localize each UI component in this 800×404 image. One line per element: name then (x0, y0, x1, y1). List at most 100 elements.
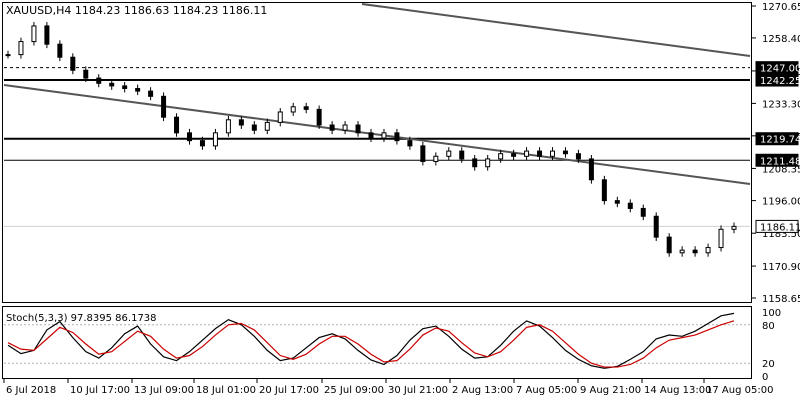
candle-body (614, 200, 620, 204)
candle-body (666, 236, 672, 254)
price-level-badge (755, 153, 799, 167)
stochastic-panel: 0 20 80 100 (4, 308, 781, 383)
candle-body (433, 155, 439, 163)
candle-body (148, 90, 154, 97)
candle-body (394, 132, 400, 142)
candle-body (329, 124, 335, 131)
candle-body (83, 69, 89, 79)
candle-body (212, 132, 218, 147)
price-level-label: 1186.11 (760, 222, 800, 233)
candle-body (342, 124, 348, 131)
candle-body (18, 41, 24, 56)
candle-body (511, 153, 517, 157)
stoch-tick-label: 100 (762, 308, 781, 319)
upper-trendline (361, 3, 751, 57)
candle-body (524, 150, 530, 157)
price-tick-label: 1158.65 (762, 294, 800, 305)
time-tick-label: 9 Aug 21:00 (580, 385, 641, 396)
candle-body (640, 207, 646, 217)
candle-body (537, 150, 543, 157)
price-level-label: 1219.74 (760, 135, 800, 146)
time-tick-label: 14 Aug 13:00 (644, 385, 711, 396)
candle-body (96, 77, 102, 84)
candle-body (316, 108, 322, 126)
candles (5, 22, 737, 257)
time-axis: 6 Jul 2018 10 Jul 17:00 13 Jul 09:00 18 Jul… (3, 378, 773, 396)
time-tick-label: 10 Jul 17:00 (70, 385, 130, 396)
candle-body (161, 95, 167, 118)
trendlines (3, 3, 751, 185)
candle-body (446, 150, 452, 157)
candle-body (588, 158, 594, 181)
price-tick-label: 1183.50 (762, 229, 800, 240)
time-tick-label: 25 Jul 09:00 (324, 385, 384, 396)
stochastic-title: Stoch(5,3,3) 97.8395 86.1738 (6, 313, 157, 324)
price-tick-label: 1196.00 (762, 197, 800, 208)
time-tick-label: 18 Jul 01:00 (196, 385, 256, 396)
candle-body (420, 145, 426, 163)
candle-body (303, 106, 309, 110)
price-tick-label: 1233.30 (762, 99, 800, 110)
candle-body (5, 54, 11, 57)
price-level-badge (755, 73, 799, 87)
candle-body (731, 225, 737, 230)
candle-body (109, 82, 115, 87)
candle-body (290, 106, 296, 113)
candle-body (679, 249, 685, 254)
candle-body (601, 179, 607, 202)
stoch-panel-frame (2, 306, 752, 379)
price-tick-label: 1208.35 (762, 164, 800, 175)
candle-body (407, 140, 413, 147)
time-tick-label: 7 Aug 05:00 (516, 385, 577, 396)
candle-body (225, 119, 231, 134)
candle-body (251, 124, 257, 131)
symbol-title: XAUUSD,H4 1184.23 1186.63 1184.23 1186.1… (6, 4, 267, 17)
candle-body (718, 228, 724, 249)
candle-body (459, 150, 465, 160)
candle-body (174, 116, 180, 134)
candle-body (705, 247, 711, 254)
price-gridlines (4, 67, 750, 227)
candle-body (187, 132, 192, 142)
price-axis: 1270.651258.401245.751233.301220.851208.… (751, 2, 800, 305)
candle-body (70, 56, 76, 71)
candle-body (355, 124, 361, 134)
candle-body (381, 132, 387, 139)
candle-body (277, 111, 283, 123)
price-tick-label: 1170.90 (762, 262, 800, 273)
price-level-badge (755, 219, 799, 233)
candle-body (472, 158, 478, 168)
time-tick-label: 13 Jul 09:00 (134, 385, 194, 396)
candle-body (238, 119, 244, 126)
candle-body (264, 121, 270, 131)
candle-body (653, 215, 659, 238)
price-level-label: 1247.00 (760, 64, 800, 75)
candle-body (498, 153, 504, 160)
candle-body (485, 158, 491, 168)
stoch-tick-label: 20 (762, 359, 775, 370)
stoch-tick-label: 0 (762, 372, 768, 383)
price-tick-label: 1258.40 (762, 34, 800, 45)
price-level-label: 1211.48 (760, 156, 800, 167)
price-level-label: 1242.25 (760, 76, 800, 87)
lower-trendline (3, 84, 751, 185)
candle-body (122, 85, 128, 90)
price-tick-label: 1270.65 (762, 2, 800, 13)
candle-body (562, 150, 568, 155)
time-tick-label: 17 Aug 05:00 (706, 385, 773, 396)
stoch-tick-label: 80 (762, 321, 775, 332)
time-tick-label: 6 Jul 2018 (6, 385, 56, 396)
price-panel-frame (2, 2, 752, 303)
time-tick-label: 30 Jul 21:00 (388, 385, 448, 396)
time-tick-label: 2 Aug 13:00 (452, 385, 513, 396)
candle-body (627, 202, 633, 209)
time-tick-label: 20 Jul 17:00 (259, 385, 319, 396)
candle-body (31, 25, 37, 43)
candle-body (135, 88, 141, 92)
stoch-signal-line (7, 320, 735, 368)
candle-body (199, 140, 205, 147)
price-level-badge (755, 132, 799, 146)
candle-body (57, 43, 63, 58)
